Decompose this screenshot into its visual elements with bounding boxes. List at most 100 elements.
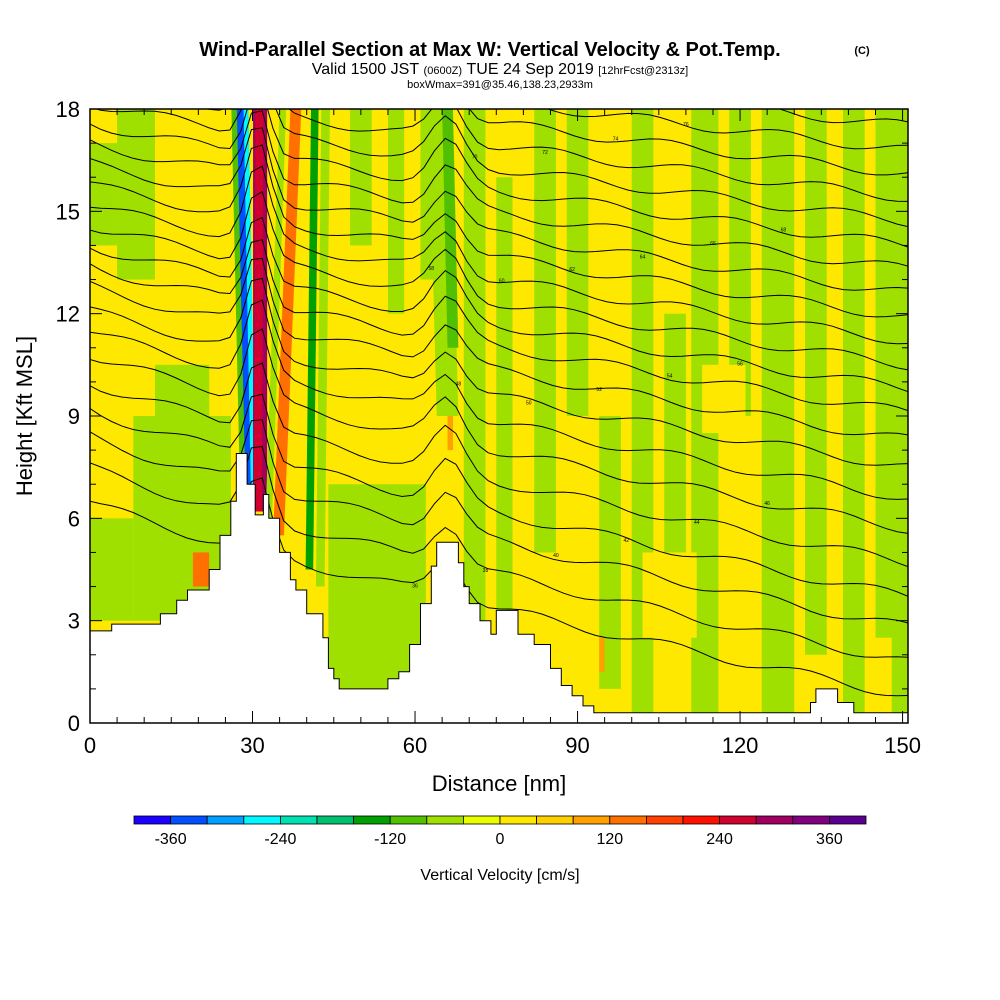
theta-contour-line xyxy=(90,257,908,436)
theta-contour-label: 52 xyxy=(596,387,602,393)
x-tick-label: 60 xyxy=(403,733,427,758)
y-tick-label: 9 xyxy=(68,404,80,429)
theta-contour-label: 48 xyxy=(456,382,462,388)
theta-contour-line xyxy=(90,299,908,500)
theta-contour-line xyxy=(90,419,908,624)
velocity-patch xyxy=(350,109,372,246)
velocity-patch xyxy=(463,109,486,621)
y-tick-label: 6 xyxy=(68,506,80,531)
theta-contour-label: 64 xyxy=(640,254,646,260)
chart-title: Wind-Parallel Section at Max W: Vertical… xyxy=(199,39,780,61)
y-tick-label: 12 xyxy=(56,302,80,327)
velocity-patch xyxy=(599,637,605,672)
velocity-band xyxy=(305,109,319,570)
theta-contour-line xyxy=(205,109,908,202)
colorbar-tick-label: -120 xyxy=(374,831,406,848)
colorbar-swatch xyxy=(170,815,208,825)
velocity-band xyxy=(273,109,302,536)
colorbar-swatch xyxy=(426,815,464,825)
velocity-patch xyxy=(387,109,405,314)
colorbar-tick-label: 240 xyxy=(706,831,733,848)
y-tick-label: 3 xyxy=(68,609,80,634)
theta-contour-line xyxy=(90,239,908,412)
colorbar-swatch xyxy=(316,815,354,825)
theta-contour-label: 74 xyxy=(613,137,619,143)
subtitle-prefix: Valid 1500 JST xyxy=(312,61,420,78)
colorbar-swatch xyxy=(646,815,684,825)
velocity-patch xyxy=(447,398,453,451)
theta-contour-label: 56 xyxy=(737,361,743,367)
chart-title-suffix: (C) xyxy=(854,45,870,57)
colorbar-swatch xyxy=(682,815,720,825)
velocity-patch xyxy=(870,637,892,713)
colorbar-tick-label: 0 xyxy=(496,831,505,848)
theta-contour-line xyxy=(468,109,908,176)
theta-contour-label: 54 xyxy=(667,373,673,379)
x-tick-label: 0 xyxy=(84,733,96,758)
velocity-band xyxy=(265,109,287,519)
x-tick-label: 90 xyxy=(565,733,589,758)
theta-contour-line xyxy=(546,109,908,150)
colorbar-swatch xyxy=(792,815,830,825)
subtitle-z: (0600Z) xyxy=(424,65,463,77)
y-tick-label: 15 xyxy=(56,199,80,224)
theta-contour-label: 38 xyxy=(483,568,489,574)
velocity-patch xyxy=(599,416,621,689)
theta-contour-label: 72 xyxy=(542,150,548,156)
colorbar-swatch xyxy=(536,815,574,825)
velocity-band xyxy=(243,109,257,505)
velocity-band xyxy=(236,109,253,498)
velocity-patch xyxy=(90,518,134,621)
theta-contour-line xyxy=(90,190,908,371)
velocity-patches xyxy=(90,109,908,713)
velocity-patch xyxy=(875,109,908,713)
colorbar-swatch xyxy=(389,815,428,825)
y-tick-label: 0 xyxy=(68,711,80,736)
theta-contour-label: 50 xyxy=(526,401,532,407)
theta-contour-label: 40 xyxy=(553,553,559,559)
x-axis-label: Distance [nm] xyxy=(432,771,567,796)
velocity-patch xyxy=(566,109,589,416)
theta-contour-label: 70 xyxy=(472,154,478,160)
subtitle-date: TUE 24 Sep 2019 xyxy=(467,61,594,78)
x-tick-label: 120 xyxy=(722,733,759,758)
theta-contour-label: 46 xyxy=(764,501,770,507)
theta-contour-label: 42 xyxy=(624,538,630,544)
theta-contour-line xyxy=(90,328,908,534)
velocity-band xyxy=(253,109,264,512)
theta-contour-label: 76 xyxy=(683,122,689,128)
x-tick-label: 150 xyxy=(884,733,921,758)
colorbar-swatch xyxy=(829,815,867,825)
theta-contour-label: 60 xyxy=(499,279,505,285)
velocity-patch xyxy=(842,109,865,713)
velocity-band xyxy=(231,109,246,492)
colorbar-tick-label: 360 xyxy=(816,831,843,848)
theta-contour-line xyxy=(90,144,908,318)
terrain xyxy=(90,453,908,723)
colorbar-swatch xyxy=(609,815,647,825)
theta-contour-line xyxy=(90,277,908,466)
theta-contour-line xyxy=(90,362,908,568)
velocity-bands xyxy=(231,109,459,587)
chart-subtitle: Valid 1500 JST (0600Z) TUE 24 Sep 2019 [… xyxy=(312,61,688,78)
velocity-band xyxy=(315,109,330,587)
velocity-patch xyxy=(702,364,746,434)
theta-contour-line xyxy=(94,109,908,228)
colorbar-swatch xyxy=(462,815,501,825)
theta-contour-line xyxy=(90,127,908,291)
theta-contour-label: 68 xyxy=(781,227,787,233)
y-axis-label: Height [Kft MSL] xyxy=(12,336,37,496)
subtitle-fcst: [12hrFcst@2313z] xyxy=(598,65,688,77)
plot-area: 36 38 40 42 44 46 48 50 52 54 56 58 60 62 64 66 68 70 72 74… xyxy=(90,109,908,723)
velocity-patch xyxy=(155,364,210,451)
velocity-patch xyxy=(117,109,156,280)
colorbar-swatch xyxy=(755,815,794,825)
chart-subtitle-2: boxWmax=391@35.46,138.23,2933m xyxy=(407,79,593,91)
colorbar-swatch xyxy=(206,815,245,825)
velocity-patch xyxy=(761,109,795,713)
theta-contour-label: 58 xyxy=(429,266,435,272)
colorbar-tick-label: -360 xyxy=(155,831,187,848)
theta-contour-line xyxy=(90,216,908,393)
colorbar-ticks: -360 -240 -120 0 120 240 360 xyxy=(155,831,843,848)
